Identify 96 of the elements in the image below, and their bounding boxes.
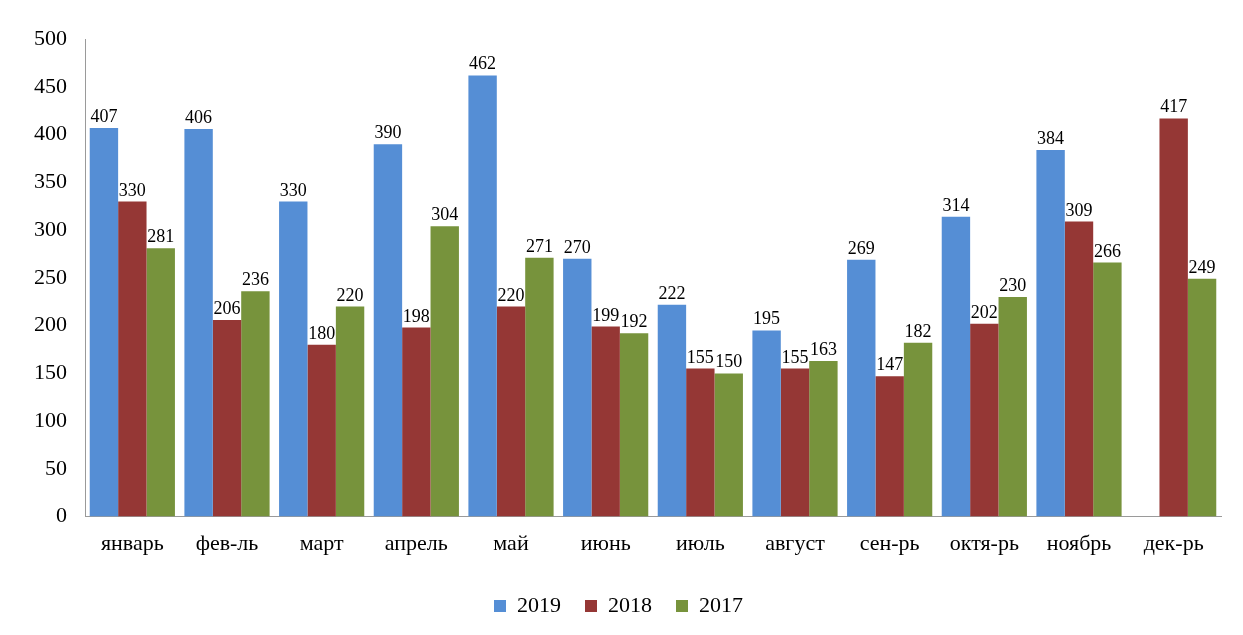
data-label: 236 xyxy=(241,269,269,290)
x-tick-label: фев-ль xyxy=(195,529,259,555)
bar xyxy=(591,326,620,517)
bar xyxy=(212,319,242,517)
data-label: 155 xyxy=(686,346,714,367)
bar xyxy=(998,297,1027,517)
bar xyxy=(184,128,213,517)
data-label: 266 xyxy=(1093,240,1121,261)
bar xyxy=(1093,262,1122,517)
x-tick-label: январь xyxy=(100,529,164,555)
y-tick-label: 0 xyxy=(56,502,67,528)
bar xyxy=(970,323,999,517)
bar xyxy=(780,368,810,517)
x-tick-label: дек-рь xyxy=(1143,529,1204,555)
data-label: 155 xyxy=(781,346,809,367)
bar xyxy=(146,248,175,517)
data-label: 150 xyxy=(715,351,743,372)
legend-label: 2018 xyxy=(608,591,652,617)
x-tick-label: март xyxy=(299,529,344,555)
data-label: 180 xyxy=(308,322,336,343)
data-label: 163 xyxy=(809,338,837,359)
y-tick-label: 300 xyxy=(34,215,67,241)
data-label: 417 xyxy=(1160,96,1188,117)
bar xyxy=(941,216,971,517)
bar xyxy=(496,306,526,517)
x-tick-label: июнь xyxy=(580,529,631,555)
bar xyxy=(468,75,497,517)
data-label: 270 xyxy=(563,236,591,257)
data-label: 249 xyxy=(1188,256,1216,277)
data-label: 330 xyxy=(118,179,146,200)
x-tick-label: сен-рь xyxy=(859,529,920,555)
bar xyxy=(525,257,554,517)
y-tick-label: 250 xyxy=(34,263,67,289)
data-label: 202 xyxy=(970,301,998,322)
data-label: 406 xyxy=(185,106,213,127)
bar xyxy=(657,304,687,517)
data-label: 314 xyxy=(942,194,970,215)
data-label: 330 xyxy=(279,179,307,200)
bar xyxy=(875,376,904,517)
data-label: 220 xyxy=(497,284,525,305)
bar xyxy=(1159,118,1188,517)
bar xyxy=(563,258,592,517)
data-label: 384 xyxy=(1037,127,1065,148)
bar xyxy=(686,368,715,517)
y-tick-label: 450 xyxy=(34,72,67,98)
bar xyxy=(619,333,649,517)
bar xyxy=(1187,278,1217,517)
data-label: 390 xyxy=(374,122,402,143)
x-tick-label: июль xyxy=(675,529,725,555)
data-label: 147 xyxy=(876,354,904,375)
data-label: 269 xyxy=(847,237,875,258)
data-label: 462 xyxy=(469,53,497,74)
bar xyxy=(714,373,743,517)
data-label: 304 xyxy=(431,204,459,225)
bar xyxy=(903,342,933,517)
data-label: 271 xyxy=(525,235,553,256)
y-tick-label: 500 xyxy=(34,24,67,50)
data-label: 309 xyxy=(1065,199,1093,220)
legend-label: 2017 xyxy=(699,591,743,617)
data-label: 182 xyxy=(904,320,932,341)
bar xyxy=(402,327,431,517)
y-tick-label: 350 xyxy=(34,168,67,194)
y-tick-label: 150 xyxy=(34,359,67,385)
data-label: 407 xyxy=(90,106,118,126)
bar xyxy=(1064,221,1094,517)
x-tick-label: октя-рь xyxy=(949,529,1019,555)
data-label: 281 xyxy=(147,226,175,247)
bar xyxy=(430,226,459,517)
data-label: 198 xyxy=(402,305,430,326)
bar xyxy=(847,259,876,517)
bar xyxy=(279,201,308,517)
data-label: 222 xyxy=(658,282,686,303)
bar xyxy=(118,201,147,517)
y-tick-label: 100 xyxy=(34,406,67,432)
bar xyxy=(752,330,781,517)
bar xyxy=(89,128,119,517)
legend-label: 2019 xyxy=(517,591,561,617)
data-label: 206 xyxy=(213,297,241,318)
data-label: 192 xyxy=(620,311,648,332)
data-label: 230 xyxy=(999,275,1027,295)
bar xyxy=(307,344,336,517)
bar xyxy=(373,144,403,517)
bar xyxy=(1036,149,1065,517)
data-label: 195 xyxy=(753,308,781,329)
y-tick-label: 200 xyxy=(34,311,67,337)
x-tick-label: август xyxy=(765,529,826,555)
bar xyxy=(809,360,838,517)
data-label: 220 xyxy=(336,284,364,305)
y-tick-label: 50 xyxy=(45,454,67,480)
bar xyxy=(335,306,365,517)
x-tick-label: май xyxy=(493,529,529,555)
x-tick-label: апрель xyxy=(384,529,448,555)
y-tick-label: 400 xyxy=(34,120,67,146)
data-label: 199 xyxy=(592,304,620,325)
bar xyxy=(241,291,270,517)
x-tick-label: ноябрь xyxy=(1046,529,1112,555)
